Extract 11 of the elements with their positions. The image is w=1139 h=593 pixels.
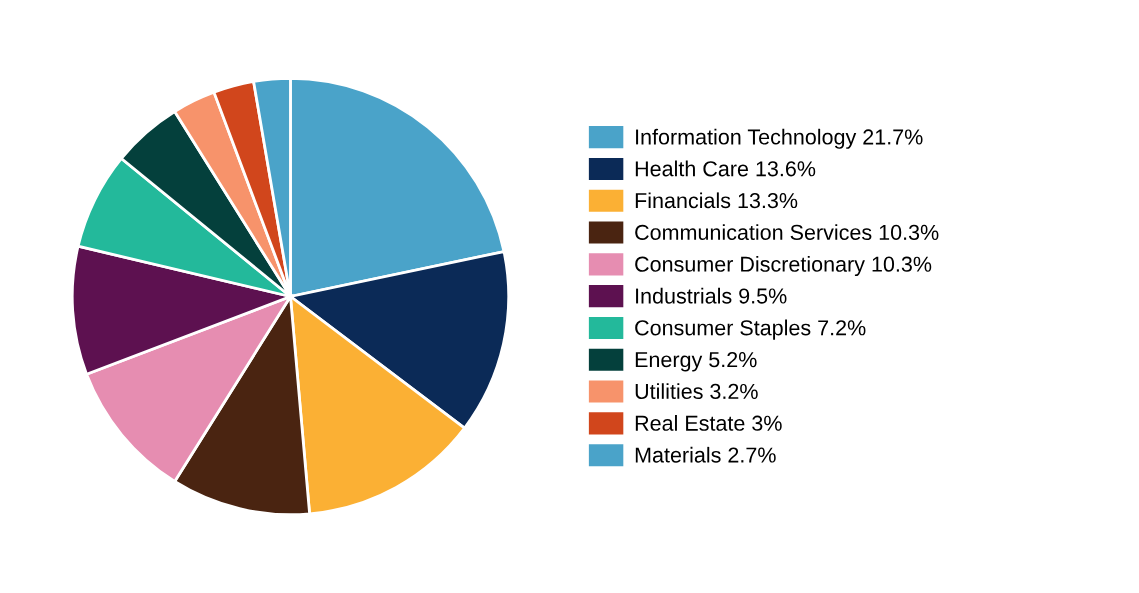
legend-label: Consumer Discretionary 10.3% xyxy=(635,256,932,277)
legend-label: Consumer Staples 7.2% xyxy=(635,319,866,340)
legend-label: Materials 2.7% xyxy=(635,446,776,463)
legend-label: Utilities 3.2% xyxy=(635,383,758,400)
legend-label: Financials 13.3% xyxy=(635,192,798,209)
legend-label: Real Estate 3% xyxy=(635,415,782,431)
legend-label: Energy 5.2% xyxy=(635,352,757,372)
legend-label: Industrials 9.5% xyxy=(636,287,787,304)
legend-label: Communication Services 10.3% xyxy=(635,224,939,241)
legend-label: Information Technology 21.7% xyxy=(636,128,923,149)
legend-label: Health Care 13.6% xyxy=(635,160,816,177)
